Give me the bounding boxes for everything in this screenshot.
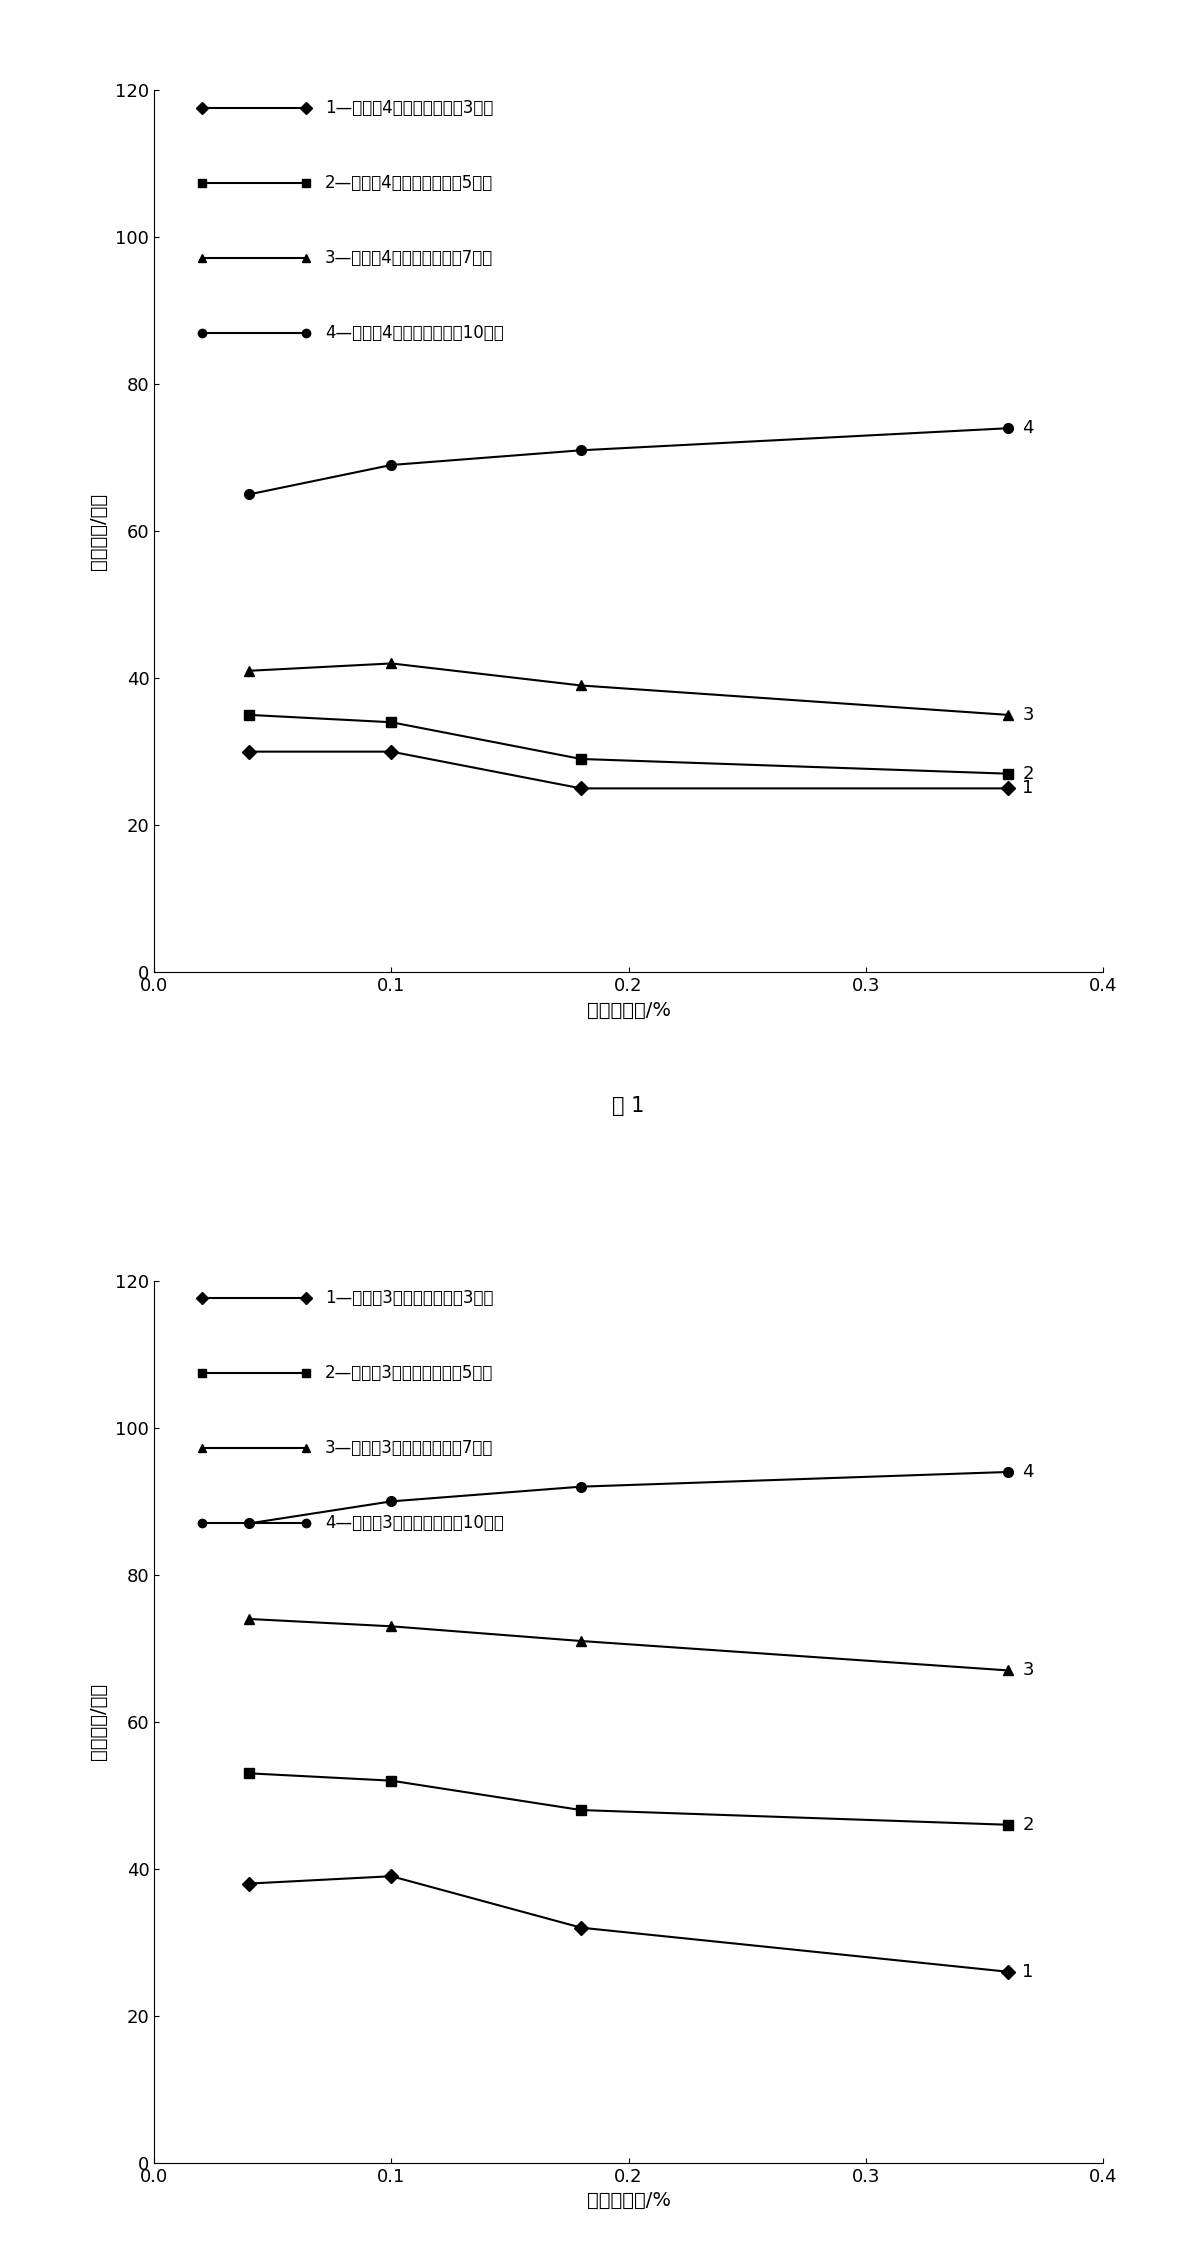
Text: 3—预镀镍4微米后热镀锌，7分钟: 3—预镀镍4微米后热镀锌，7分钟 — [325, 248, 493, 266]
Text: 2: 2 — [1022, 1816, 1034, 1834]
Text: 2—预镀镍3微米后热镀锌，5分钟: 2—预镀镍3微米后热镀锌，5分钟 — [325, 1365, 493, 1383]
Text: 3: 3 — [1022, 705, 1034, 723]
Text: 4—预镀镍3微米后热镀锌，10分钟: 4—预镀镍3微米后热镀锌，10分钟 — [325, 1514, 504, 1532]
Text: 4: 4 — [1022, 1462, 1034, 1480]
Text: 3: 3 — [1022, 1660, 1034, 1678]
Text: 2—预镀镍4微米后热镀锌，5分钟: 2—预镀镍4微米后热镀锌，5分钟 — [325, 173, 493, 192]
Y-axis label: 镀层厚度/微米: 镀层厚度/微米 — [89, 1683, 108, 1760]
X-axis label: 钢中硅含量/%: 钢中硅含量/% — [587, 2192, 670, 2210]
Text: 1—预镀镍3微米后热镀锌，3分钟: 1—预镀镍3微米后热镀锌，3分钟 — [325, 1289, 493, 1307]
Text: 1: 1 — [1022, 780, 1034, 798]
Text: 1—预镀镍4微米后热镀锌，3分钟: 1—预镀镍4微米后热镀锌，3分钟 — [325, 99, 493, 117]
X-axis label: 钢中硅含量/%: 钢中硅含量/% — [587, 1000, 670, 1021]
Text: 4—预镀镍4微米后热镀锌，10分钟: 4—预镀镍4微米后热镀锌，10分钟 — [325, 324, 504, 342]
Text: 4: 4 — [1022, 419, 1034, 437]
Text: 图 1: 图 1 — [612, 1095, 645, 1115]
Text: 3—预镀镍3微米后热镀锌，7分钟: 3—预镀镍3微米后热镀锌，7分钟 — [325, 1440, 493, 1458]
Text: 1: 1 — [1022, 1962, 1034, 1980]
Text: 2: 2 — [1022, 764, 1034, 782]
Y-axis label: 镀层厚度/微米: 镀层厚度/微米 — [89, 493, 108, 570]
